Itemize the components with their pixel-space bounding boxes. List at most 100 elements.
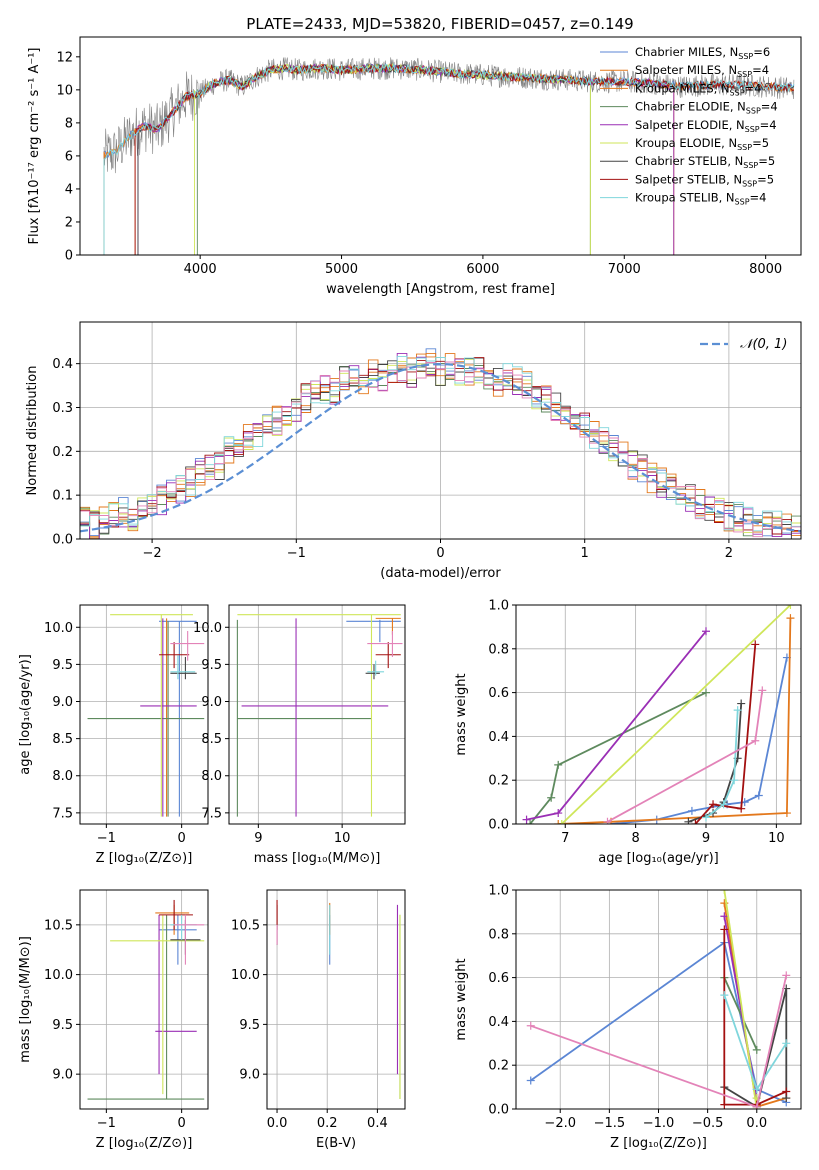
mass-weight-marker [522, 815, 531, 824]
x-tick-label: 7 [561, 831, 569, 846]
y-tick-label: 0.2 [488, 1059, 509, 1074]
y-tick-label: 9.0 [52, 1068, 73, 1083]
mass-weight-marker [737, 804, 746, 813]
residual-histogram [80, 353, 801, 539]
model-spectrum-line [194, 62, 591, 255]
panel-massweight_vs_Z: −2.0 −1.5 −1.0 −0.5 0.0 0.0 0.2 0.4 0.6 0.8 1.0 Z [… [454, 884, 802, 1151]
panel-mass_vs_EBV: 0.0 0.2 0.4 9.0 9.5 10.0 10.5 E(B-V) [231, 889, 406, 1151]
mass-weight-marker [752, 1045, 761, 1054]
x-axis-label: wavelength [Angstrom, rest frame] [326, 282, 555, 297]
mass-weight-marker [526, 1076, 535, 1085]
x-tick-label: −1.5 [594, 1116, 626, 1131]
plot-area-age_vs_mass [229, 605, 405, 824]
model-spectrum-line [103, 63, 795, 255]
y-tick-label: 10.0 [231, 968, 260, 983]
y-tick-label: 10.5 [231, 918, 260, 933]
y-tick-label: 1.0 [488, 599, 509, 614]
y-tick-label: 0.8 [488, 927, 509, 942]
axes-frame [79, 36, 802, 256]
y-tick-label: 0.2 [488, 774, 509, 789]
mass-weight-marker [752, 1085, 761, 1094]
mass-weight-marker [782, 1039, 791, 1048]
x-tick-label: 0 [178, 831, 186, 846]
y-tick-label: 9.5 [52, 1018, 73, 1033]
axes-frame [79, 889, 209, 1110]
y-tick-label: 0.3 [52, 401, 73, 416]
mass-weight-marker [720, 925, 729, 934]
mass-weight-line [529, 691, 707, 824]
x-tick-label: 10 [768, 831, 785, 846]
y-tick-label: 8.0 [52, 769, 73, 784]
mass-weight-marker [720, 890, 729, 894]
y-tick-label: 0.6 [488, 686, 509, 701]
x-tick-label: 6000 [466, 262, 499, 277]
x-axis-label: (data-model)/error [380, 566, 501, 581]
mass-weight-marker [720, 912, 729, 921]
y-axis-label: Normed distribution [25, 366, 40, 496]
x-tick-label: 0.0 [267, 1116, 288, 1131]
mass-weight-marker [554, 809, 563, 818]
plot-area-massweight_vs_Z [516, 890, 801, 1109]
x-tick-label: 7000 [608, 262, 641, 277]
mass-weight-line [610, 657, 788, 824]
legend-entry: Salpeter MILES, NSSP=4 [635, 63, 769, 79]
y-tick-label: 0 [65, 249, 73, 264]
x-tick-label: −2 [143, 546, 162, 561]
panel-residuals: −2 −1 0 1 2 0.0 0.1 0.2 0.3 0.4 (data-model)/error… [25, 321, 802, 581]
axes-frame [228, 604, 406, 825]
y-tick-label: 0.4 [488, 1015, 509, 1030]
model-spectrum-line [134, 63, 675, 255]
mass-weight-line [723, 977, 758, 1051]
y-tick-label: 1.0 [488, 884, 509, 899]
mass-weight-marker [554, 760, 563, 769]
model-spectrum-line [196, 63, 591, 255]
x-tick-label: −0.5 [692, 1116, 724, 1131]
mass-weight-marker [786, 614, 795, 623]
x-tick-label: 4000 [184, 262, 217, 277]
y-tick-label: 0.1 [52, 489, 73, 504]
x-tick-label: −1.0 [643, 1116, 675, 1131]
y-tick-label: 7.5 [201, 806, 222, 821]
x-tick-label: 8 [631, 831, 639, 846]
plot-area-residuals [80, 322, 801, 539]
y-tick-label: 8.0 [201, 769, 222, 784]
y-tick-label: 10.0 [44, 621, 73, 636]
x-axis-label: Z [log₁₀(Z/Z⊙)] [96, 851, 193, 866]
y-axis-label: age [log₁₀(age/yr)] [18, 654, 33, 775]
x-tick-label: 2 [725, 546, 733, 561]
x-tick-label: 8000 [749, 262, 782, 277]
x-tick-label: −2.0 [544, 1116, 576, 1131]
mass-weight-marker [730, 776, 739, 785]
panel-age_vs_Z: −1 0 7.5 8.0 8.5 9.0 9.5 10.0 Z [log₁₀(Z/Z⊙)] age… [18, 604, 209, 866]
mass-weight-marker [751, 640, 760, 649]
axes-frame [515, 604, 802, 825]
y-tick-label: 8.5 [201, 732, 222, 747]
figure-title: PLATE=2433, MJD=53820, FIBERID=0457, z=0… [246, 15, 633, 33]
y-tick-label: 0.0 [488, 1103, 509, 1118]
x-tick-label: 0.0 [746, 1116, 767, 1131]
mass-weight-marker [547, 793, 556, 802]
plot-area-age_vs_Z [80, 605, 208, 824]
mass-weight-line [694, 644, 757, 824]
mass-weight-marker [554, 820, 563, 824]
y-tick-label: 10.0 [193, 621, 222, 636]
y-tick-label: 8 [65, 116, 73, 131]
mass-weight-marker [684, 817, 693, 824]
mass-weight-line [530, 941, 787, 1104]
panel-spectrum: 4000 5000 6000 7000 8000 0 2 4 6 8 10 12 wavelength … [27, 36, 802, 297]
legend-entry: 𝒩(0, 1) [740, 337, 787, 352]
x-tick-label: −1 [97, 831, 116, 846]
panel-age_vs_mass: 9 10 7.5 8.0 8.5 9.0 9.5 10.0 mass [log₁₀(M/M⊙)] [193, 604, 406, 866]
mass-weight-marker [691, 820, 700, 824]
y-tick-label: 10.0 [44, 968, 73, 983]
legend-entry: Salpeter STELIB, NSSP=5 [635, 172, 774, 188]
mass-weight-line [723, 994, 788, 1092]
y-tick-label: 9.0 [52, 695, 73, 710]
x-tick-label: 0.2 [317, 1116, 338, 1131]
x-axis-label: mass [log₁₀(M/M⊙)] [254, 851, 381, 866]
axes-frame [79, 321, 802, 540]
y-tick-label: 9.5 [201, 658, 222, 673]
mass-weight-marker [719, 800, 728, 809]
y-tick-label: 10 [56, 83, 73, 98]
